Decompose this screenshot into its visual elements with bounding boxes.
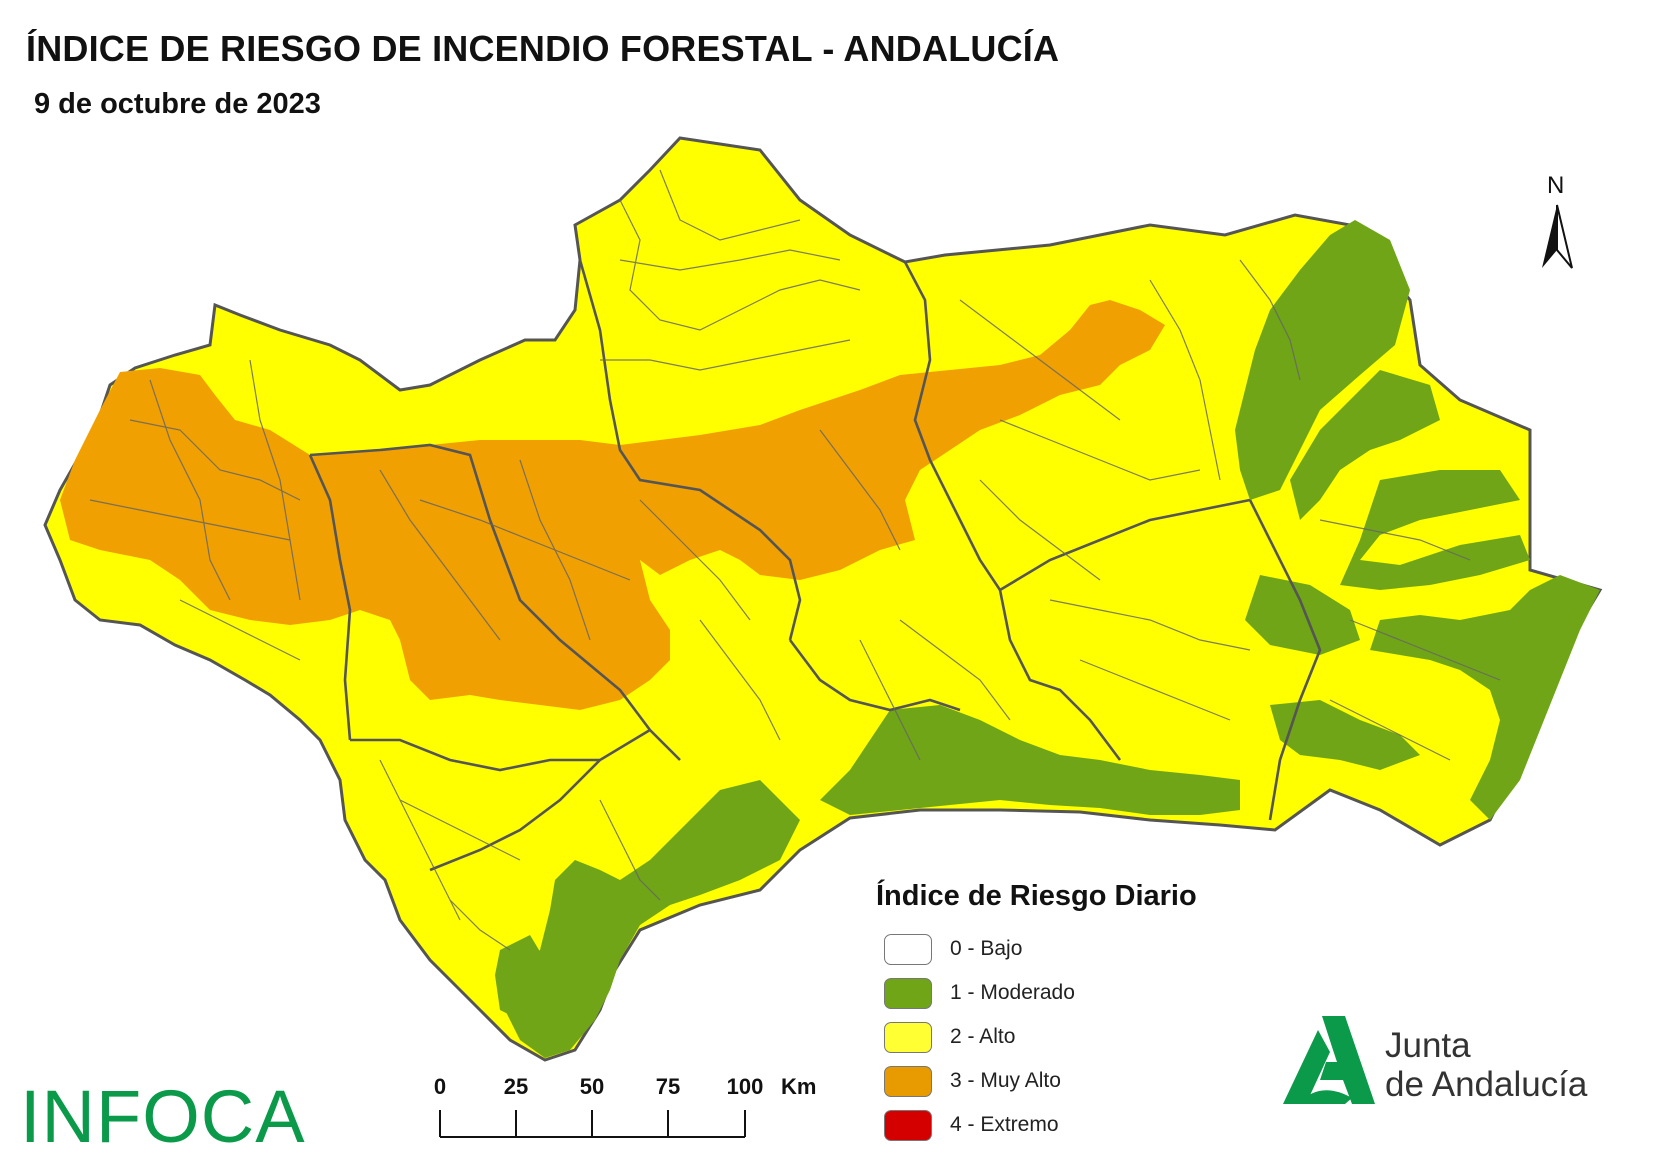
legend-item-alto: 2 - Alto bbox=[876, 1015, 1197, 1059]
province-boundaries bbox=[308, 259, 1322, 872]
region-moderado-granada-coast bbox=[820, 705, 1240, 815]
scale-tick-0: 0 bbox=[433, 1074, 447, 1099]
legend-item-extremo: 4 - Extremo bbox=[876, 1103, 1197, 1147]
legend-label: 3 - Muy Alto bbox=[950, 1069, 1061, 1092]
region-muy-alto bbox=[60, 300, 1165, 710]
legend-swatch-extremo bbox=[884, 1109, 932, 1141]
region-moderado-malaga-coast bbox=[505, 780, 800, 1058]
legend-swatch-muy-alto bbox=[884, 1065, 932, 1097]
region-moderado-east-sierra bbox=[1235, 220, 1410, 500]
municipal-boundaries bbox=[89, 169, 1501, 951]
north-arrow-icon bbox=[1542, 204, 1573, 269]
region-moderado-malaga-west bbox=[495, 935, 545, 1020]
legend-swatch-alto bbox=[884, 1021, 932, 1053]
legend: Índice de Riesgo Diario 0 - Bajo 1 - Mod… bbox=[876, 880, 1197, 1147]
legend-title: Índice de Riesgo Diario bbox=[876, 880, 1197, 912]
scale-tick-25: 25 bbox=[503, 1074, 529, 1099]
scale-unit: Km bbox=[781, 1074, 817, 1099]
region-moderado-almeria-north bbox=[1340, 470, 1530, 590]
map-date: 9 de octubre de 2023 bbox=[34, 88, 321, 120]
legend-swatch-bajo bbox=[884, 933, 932, 965]
junta-line1: Junta bbox=[1385, 1026, 1471, 1065]
legend-item-muy-alto: 3 - Muy Alto bbox=[876, 1059, 1197, 1103]
legend-label: 2 - Alto bbox=[950, 1025, 1016, 1048]
infoca-logo: INFOCA bbox=[20, 1075, 306, 1158]
region-moderado-east-inner bbox=[1290, 370, 1440, 520]
legend-label: 1 - Moderado bbox=[950, 981, 1075, 1004]
region-andalucia-base bbox=[43, 136, 1603, 1062]
legend-swatch-moderado bbox=[884, 977, 932, 1009]
scale-tick-50: 50 bbox=[579, 1074, 605, 1099]
region-moderado-almeria-coast bbox=[1370, 575, 1600, 820]
legend-label: 0 - Bajo bbox=[950, 937, 1023, 960]
legend-item-bajo: 0 - Bajo bbox=[876, 927, 1197, 971]
region-moderado-almeria-center bbox=[1245, 575, 1360, 655]
north-label: N bbox=[1547, 172, 1565, 199]
scale-tick-100: 100 bbox=[726, 1074, 764, 1099]
map-title: ÍNDICE DE RIESGO DE INCENDIO FORESTAL - … bbox=[26, 28, 1060, 69]
legend-label: 4 - Extremo bbox=[950, 1113, 1059, 1136]
junta-line2: de Andalucía bbox=[1385, 1065, 1588, 1105]
junta-logo-text: Junta de Andalucía bbox=[1385, 1026, 1587, 1104]
legend-item-moderado: 1 - Moderado bbox=[876, 971, 1197, 1015]
scale-tick-75: 75 bbox=[655, 1074, 681, 1099]
scale-bar bbox=[439, 1110, 746, 1138]
junta-logo-icon bbox=[1283, 1016, 1375, 1104]
region-moderado-almeria-east bbox=[1270, 700, 1420, 770]
